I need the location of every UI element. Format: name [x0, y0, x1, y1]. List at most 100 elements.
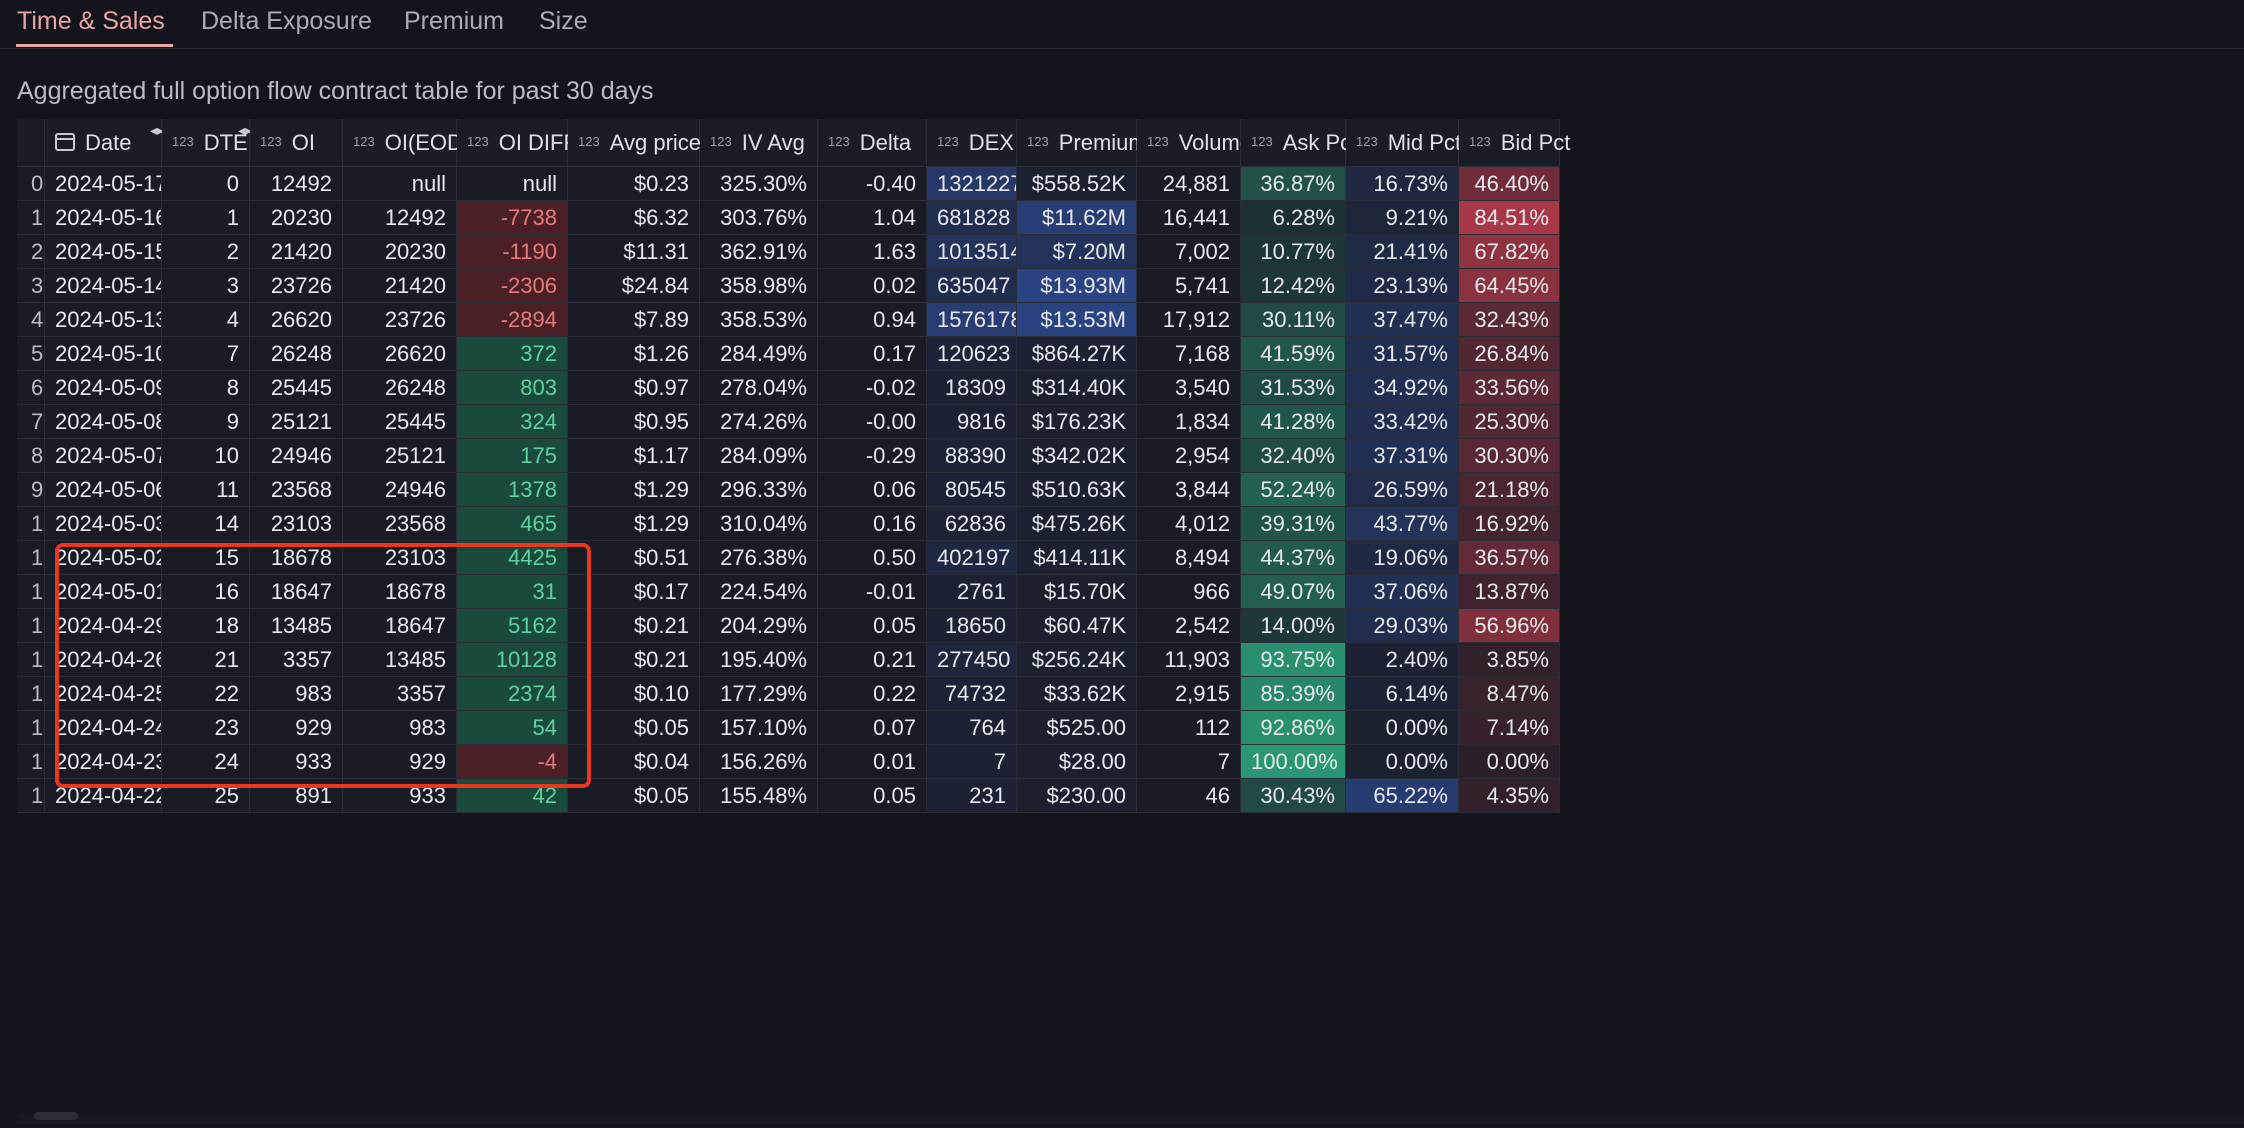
- column-resize-icon[interactable]: ◂▸: [150, 122, 165, 138]
- cell-dte: 22: [162, 677, 250, 711]
- cell-iv_avg: 177.29%: [700, 677, 818, 711]
- cell-dte: 7: [162, 337, 250, 371]
- cell-delta: 0.05: [818, 779, 927, 813]
- cell-oi: 23103: [250, 507, 343, 541]
- column-header-dte[interactable]: 123 DTE ◂▸: [162, 119, 252, 167]
- cell-oi: 23568: [250, 473, 343, 507]
- cell-bid_pct: 84.51%: [1459, 201, 1560, 235]
- tab-delta-exposure[interactable]: Delta Exposure: [201, 7, 372, 35]
- cell-ask_pct: 41.28%: [1241, 405, 1346, 439]
- cell-delta: 0.94: [818, 303, 927, 337]
- cell-volume: 3,844: [1137, 473, 1241, 507]
- table-row[interactable]: 0 2024-05-17 0 12492 null null $0.23 325.30% -0.…: [17, 167, 1560, 201]
- cell-dte: 3: [162, 269, 250, 303]
- cell-avg_price: $0.97: [568, 371, 700, 405]
- table-row[interactable]: 1...2024-05-021518678231034425$0.51276.3…: [17, 541, 1560, 575]
- column-resize-icon[interactable]: ◂▸: [238, 122, 253, 138]
- table-row[interactable]: 2 2024-05-15 2 21420 20230 -1190 $11.31 362.91%…: [17, 235, 1560, 269]
- cell-dex: 1576178: [927, 303, 1017, 337]
- column-header-oi[interactable]: 123 OI: [250, 119, 343, 167]
- table-row[interactable]: 9 2024-05-06 11 23568 24946 1378 $1.29 296.33% 0…: [17, 473, 1560, 507]
- column-header-ask_pct[interactable]: 123 Ask Pct: [1241, 119, 1357, 167]
- cell-dte: 4: [162, 303, 250, 337]
- cell-idx: 2: [17, 235, 45, 269]
- cell-date: 2024-05-17: [45, 167, 162, 201]
- column-header-delta[interactable]: 123 Delta: [818, 119, 927, 167]
- cell-oi_eod: 3357: [343, 677, 457, 711]
- cell-mid_pct: 0.00%: [1346, 711, 1459, 745]
- cell-dex: 764: [927, 711, 1017, 745]
- cell-date: 2024-04-24: [45, 711, 162, 745]
- table-row[interactable]: 6 2024-05-09 8 25445 26248 803 $0.97 278.04% -0.…: [17, 371, 1560, 405]
- cell-oi_eod: 13485: [343, 643, 457, 677]
- cell-oi: 12492: [250, 167, 343, 201]
- tab-premium[interactable]: Premium: [404, 7, 505, 35]
- table-row[interactable]: 1...2024-04-262133571348510128$0.21195.4…: [17, 643, 1560, 677]
- cell-premium: $475.26K: [1017, 507, 1137, 541]
- column-header-oi_diff[interactable]: 123 OI DIFF: [457, 119, 577, 167]
- column-header-oi_eod[interactable]: 123 OI(EOD): [343, 119, 470, 167]
- column-header-date[interactable]: Date ◂▸: [45, 119, 164, 167]
- cell-idx: 4: [17, 303, 45, 337]
- column-header-avg_price[interactable]: 123 Avg price: [568, 119, 701, 167]
- table-row[interactable]: 5 2024-05-10 7 26248 26620 372 $1.26 284.49% 0.1…: [17, 337, 1560, 371]
- cell-dex: 277450: [927, 643, 1017, 677]
- column-header-mid_pct[interactable]: 123 Mid Pct: [1346, 119, 1461, 167]
- option-flow-table[interactable]: Date ◂▸ 123 DTE ◂▸ 123 OI 123 OI(EOD) 123 OI DIFF 1…: [17, 119, 2244, 1110]
- cell-dte: 0: [162, 167, 250, 201]
- cell-oi_eod: 26248: [343, 371, 457, 405]
- table-row[interactable]: 1 2024-05-16 1 20230 12492 -7738 $6.32 303.76% 1…: [17, 201, 1560, 235]
- cell-delta: -0.40: [818, 167, 927, 201]
- cell-premium: $256.24K: [1017, 643, 1137, 677]
- cell-oi_diff: -7738: [457, 201, 568, 235]
- cell-oi_eod: 26620: [343, 337, 457, 371]
- column-header-iv_avg[interactable]: 123 IV Avg: [700, 119, 818, 167]
- cell-oi_eod: 21420: [343, 269, 457, 303]
- table-row[interactable]: 7 2024-05-08 9 25121 25445 324 $0.95 274.26% -0.…: [17, 405, 1560, 439]
- cell-oi: 23726: [250, 269, 343, 303]
- table-row[interactable]: 1...2024-04-222589193342$0.05155.48%0.05…: [17, 779, 1560, 813]
- table-row[interactable]: 4 2024-05-13 4 26620 23726 -2894 $7.89 358.53% 0…: [17, 303, 1560, 337]
- cell-idx: 1: [17, 201, 45, 235]
- cell-oi_eod: 23726: [343, 303, 457, 337]
- table-row[interactable]: 1...2024-04-242392998354$0.05157.10%0.07…: [17, 711, 1560, 745]
- column-header-volume[interactable]: 123 Volume: [1137, 119, 1252, 167]
- cell-ask_pct: 52.24%: [1241, 473, 1346, 507]
- cell-dte: 9: [162, 405, 250, 439]
- cell-dex: 9816: [927, 405, 1017, 439]
- cell-bid_pct: 25.30%: [1459, 405, 1560, 439]
- cell-dte: 23: [162, 711, 250, 745]
- scrollbar-thumb[interactable]: [34, 1112, 78, 1120]
- horizontal-scrollbar[interactable]: [17, 1114, 2244, 1124]
- column-header-dex[interactable]: 123 DEX: [927, 119, 1017, 167]
- cell-oi_diff: 10128: [457, 643, 568, 677]
- table-row[interactable]: 3 2024-05-14 3 23726 21420 -2306 $24.84 358.98%…: [17, 269, 1560, 303]
- column-header-label: OI DIFF: [498, 130, 577, 155]
- cell-premium: $230.00: [1017, 779, 1137, 813]
- table-row[interactable]: 1...2024-04-252298333572374$0.10177.29%0…: [17, 677, 1560, 711]
- cell-mid_pct: 9.21%: [1346, 201, 1459, 235]
- cell-premium: $558.52K: [1017, 167, 1137, 201]
- cell-date: 2024-05-09: [45, 371, 162, 405]
- table-row[interactable]: 1...2024-05-03142310323568465$1.29310.04…: [17, 507, 1560, 541]
- column-header-label: Delta: [859, 130, 912, 155]
- tab-time-and-sales[interactable]: Time & Sales: [17, 7, 165, 35]
- cell-oi: 933: [250, 745, 343, 779]
- cell-delta: 1.04: [818, 201, 927, 235]
- cell-dte: 1: [162, 201, 250, 235]
- tab-size[interactable]: Size: [539, 7, 588, 35]
- numeric-type-badge: 123: [353, 134, 375, 150]
- cell-delta: -0.00: [818, 405, 927, 439]
- cell-oi_eod: 20230: [343, 235, 457, 269]
- table-row[interactable]: 1...2024-04-291813485186475162$0.21204.2…: [17, 609, 1560, 643]
- table-row[interactable]: 8 2024-05-07 10 24946 25121 175 $1.17 284.09% -0…: [17, 439, 1560, 473]
- cell-oi: 13485: [250, 609, 343, 643]
- column-header-premium[interactable]: 123 Premium: [1017, 119, 1147, 167]
- cell-oi_diff: null: [457, 167, 568, 201]
- cell-date: 2024-05-03: [45, 507, 162, 541]
- cell-avg_price: $1.29: [568, 473, 700, 507]
- cell-idx: 1...: [17, 779, 45, 813]
- column-header-bid_pct[interactable]: 123 Bid Pct: [1459, 119, 1570, 167]
- table-row[interactable]: 1...2024-05-0116186471867831$0.17224.54%…: [17, 575, 1560, 609]
- cell-oi_diff: -2306: [457, 269, 568, 303]
